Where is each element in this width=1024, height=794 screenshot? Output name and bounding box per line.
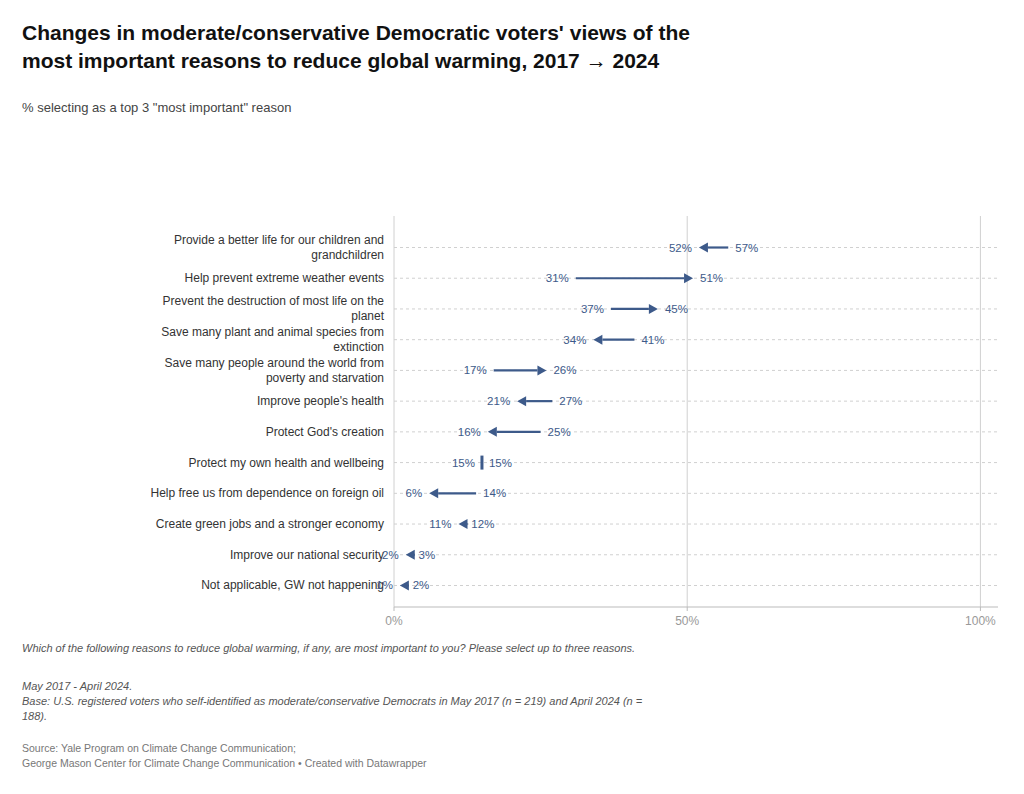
arrow	[459, 519, 468, 529]
arrow	[576, 273, 693, 283]
data-label: 15%	[452, 457, 475, 469]
arrow-head	[429, 488, 438, 498]
footnote: Which of the following reasons to reduce…	[22, 642, 635, 654]
arrow	[488, 427, 541, 437]
data-label: 15%	[489, 457, 512, 469]
x-axis-line	[394, 607, 998, 608]
tick-label: 0%	[385, 614, 403, 628]
arrow	[429, 488, 476, 498]
category-label: Not applicable, GW not happening	[201, 578, 384, 592]
grid-line	[394, 401, 998, 402]
category-label: Protect God's creation	[266, 425, 384, 439]
category-label: Create green jobs and a stronger economy	[156, 517, 384, 531]
arrow-shaft	[602, 339, 634, 341]
tick-label: 50%	[675, 614, 699, 628]
footnote: Source: Yale Program on Climate Change C…	[22, 742, 427, 769]
data-label: 34%	[563, 334, 586, 346]
category-label: Help free us from dependence on foreign …	[151, 486, 384, 500]
tick-label: 100%	[965, 614, 996, 628]
data-label: 37%	[581, 303, 604, 315]
arrow-shaft	[576, 277, 684, 279]
arrow-shaft	[611, 308, 649, 310]
arrow	[699, 243, 728, 253]
footnote: May 2017 - April 2024.Base: U.S. registe…	[22, 680, 643, 722]
tick-mark	[980, 607, 981, 611]
grid-line	[394, 247, 998, 248]
arrow	[611, 304, 658, 314]
grid-line	[394, 339, 998, 340]
arrow	[517, 396, 552, 406]
arrow-head	[699, 243, 708, 253]
data-label: 25%	[548, 426, 571, 438]
grid-line	[394, 462, 998, 463]
category-label: Help prevent extreme weather events	[185, 271, 384, 285]
data-label: 14%	[483, 487, 506, 499]
arrow-head	[488, 427, 497, 437]
grid-line	[394, 278, 998, 279]
grid-line	[687, 216, 688, 607]
arrow-shaft	[497, 431, 541, 433]
data-label: 41%	[641, 334, 664, 346]
grid-line	[394, 554, 998, 555]
data-label: 2%	[382, 549, 399, 561]
grid	[394, 216, 998, 607]
title: Changes in moderate/conservative Democra…	[22, 21, 690, 72]
category-label: Prevent the destruction of most life on …	[163, 294, 385, 323]
no-change-marker	[480, 456, 483, 470]
arrow-shaft	[494, 369, 538, 371]
data-label: 26%	[553, 364, 576, 376]
tick-mark	[687, 607, 688, 611]
arrow-head	[517, 396, 526, 406]
grid-line	[980, 216, 981, 607]
grid-line	[394, 431, 998, 432]
category-label: Protect my own health and wellbeing	[189, 456, 384, 470]
data-label: 21%	[487, 395, 510, 407]
arrow-head	[593, 335, 602, 345]
data-labels: 52% 57% 31% 51% 37% 45% 34% 41% 17% 26% 21% 27% 16% 2…	[376, 242, 758, 592]
data-label: 51%	[700, 272, 723, 284]
tick-mark	[394, 607, 395, 611]
data-label: 17%	[464, 364, 487, 376]
arrow	[406, 550, 415, 560]
arrow-head	[649, 304, 658, 314]
data-label: 2%	[413, 579, 430, 591]
marks	[400, 243, 728, 591]
data-label: 3%	[419, 549, 436, 561]
grid-line	[394, 585, 998, 586]
arrow-head	[400, 580, 409, 590]
arrow	[593, 335, 634, 345]
data-label: 27%	[559, 395, 582, 407]
arrow	[494, 365, 547, 375]
category-label: Improve people's health	[257, 394, 384, 408]
arrow-head	[537, 365, 546, 375]
arrow-head	[684, 273, 693, 283]
arrow-shaft	[438, 492, 476, 494]
category-label: Save many people around the world frompo…	[165, 356, 384, 385]
data-label: 57%	[735, 242, 758, 254]
background	[0, 0, 1024, 794]
data-label: 11%	[429, 518, 451, 530]
data-label: 12%	[471, 518, 494, 530]
chart: Changes in moderate/conservative Democra…	[0, 0, 1024, 794]
data-label: 6%	[406, 487, 423, 499]
arrow-head	[406, 550, 415, 560]
arrow	[400, 580, 409, 590]
arrow-shaft	[526, 400, 552, 402]
category-label: Save many plant and animal species frome…	[161, 325, 384, 354]
grid-line	[394, 308, 998, 309]
data-label: 16%	[458, 426, 481, 438]
category-label: Improve our national security	[230, 548, 384, 562]
data-label: 52%	[669, 242, 692, 254]
category-label: Provide a better life for our children a…	[174, 233, 384, 262]
arrow-head	[459, 519, 468, 529]
data-label: 45%	[665, 303, 688, 315]
data-label: 31%	[546, 272, 569, 284]
data-label: 1%	[376, 579, 393, 591]
subtitle: % selecting as a top 3 "most important" …	[22, 100, 291, 115]
arrow-shaft	[708, 246, 728, 248]
